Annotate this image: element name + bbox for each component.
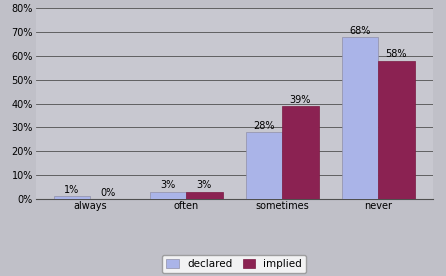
Text: 0%: 0% — [101, 187, 116, 198]
Text: 58%: 58% — [386, 49, 407, 59]
Bar — [150, 192, 186, 199]
Text: 68%: 68% — [349, 26, 371, 36]
Text: 39%: 39% — [290, 95, 311, 105]
Bar — [246, 132, 282, 199]
Bar — [282, 106, 318, 199]
Text: 3%: 3% — [160, 181, 176, 190]
Legend: declared, implied: declared, implied — [162, 255, 306, 274]
Bar — [54, 196, 90, 199]
Bar — [378, 61, 415, 199]
Bar — [186, 192, 223, 199]
Text: 28%: 28% — [253, 121, 275, 131]
Text: 3%: 3% — [197, 181, 212, 190]
Text: 1%: 1% — [64, 185, 79, 195]
Bar — [342, 37, 378, 199]
